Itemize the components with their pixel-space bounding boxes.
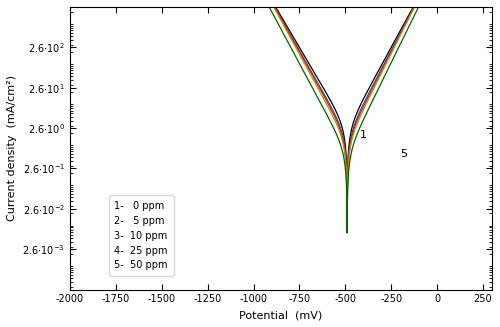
Line: 1-   0 ppm: 1- 0 ppm [70, 0, 492, 211]
4-  25 ppm [268, 0, 274, 3]
Text: 1: 1 [360, 130, 367, 140]
3-  10 ppm [344, 217, 350, 221]
Text: 5: 5 [400, 149, 407, 159]
4-  25 ppm [374, 80, 380, 84]
5-  50 ppm [344, 231, 350, 235]
5-  50 ppm [374, 90, 380, 94]
Legend: 1-   0 ppm, 2-   5 ppm, 3-  10 ppm, 4-  25 ppm, 5-  50 ppm: 1- 0 ppm, 2- 5 ppm, 3- 10 ppm, 4- 25 ppm… [108, 195, 174, 276]
5-  50 ppm [268, 8, 274, 11]
Line: 2-   5 ppm: 2- 5 ppm [70, 0, 492, 216]
1-   0 ppm [344, 209, 350, 213]
1-   0 ppm [374, 72, 380, 76]
2-   5 ppm [344, 214, 350, 218]
Line: 3-  10 ppm: 3- 10 ppm [70, 0, 492, 219]
2-   5 ppm [374, 76, 380, 80]
Line: 4-  25 ppm: 4- 25 ppm [70, 0, 492, 223]
X-axis label: Potential  (mV): Potential (mV) [240, 310, 322, 320]
3-  10 ppm [268, 0, 274, 2]
Y-axis label: Current density  (mA/cm²): Current density (mA/cm²) [7, 75, 17, 221]
4-  25 ppm [344, 221, 350, 225]
Line: 5-  50 ppm: 5- 50 ppm [70, 0, 492, 233]
2-   5 ppm [268, 0, 274, 2]
3-  10 ppm [374, 78, 380, 82]
